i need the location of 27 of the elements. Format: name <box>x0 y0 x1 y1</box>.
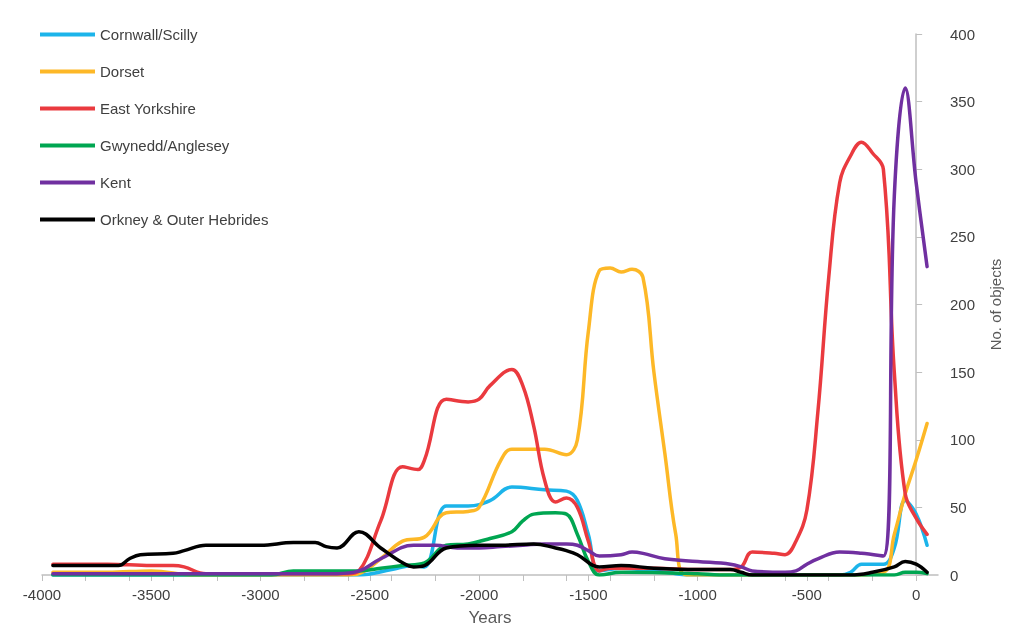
x-tick-label: -4000 <box>22 586 62 603</box>
line-series <box>51 529 929 577</box>
y-tick-label: 250 <box>950 228 976 246</box>
legend-label: Gwynedd/Anglesey <box>100 137 230 154</box>
x-tick-label: 0 <box>911 586 921 603</box>
y-tick-label: 350 <box>950 93 976 111</box>
y-tick-label: 400 <box>950 25 976 43</box>
legend-label: Orkney & Outer Hebrides <box>100 211 269 228</box>
legend-label: Cornwall/Scilly <box>100 26 199 43</box>
legend-label: Dorset <box>100 63 146 80</box>
x-tick-label: -1500 <box>569 586 608 603</box>
x-tick-label: -2000 <box>459 586 499 603</box>
x-tick-label: -3000 <box>241 586 280 603</box>
x-tick-label: -1000 <box>678 586 717 603</box>
y-tick-label: 50 <box>950 498 967 516</box>
y-tick-label: 300 <box>950 160 976 178</box>
y-tick-label: 150 <box>950 363 976 381</box>
y-tick-label: 200 <box>950 296 976 313</box>
y-tick-label: 0 <box>950 566 959 584</box>
x-axis-title: Years <box>468 608 512 627</box>
x-tick-label: -2500 <box>350 586 389 603</box>
legend-label: East Yorkshire <box>100 100 196 117</box>
x-tick-label: -3500 <box>132 586 171 603</box>
x-tick-label: -500 <box>791 586 822 603</box>
y-axis-title: No. of objects <box>987 258 1004 351</box>
y-tick-label: 100 <box>950 431 976 449</box>
legend-label: Kent <box>100 174 132 191</box>
